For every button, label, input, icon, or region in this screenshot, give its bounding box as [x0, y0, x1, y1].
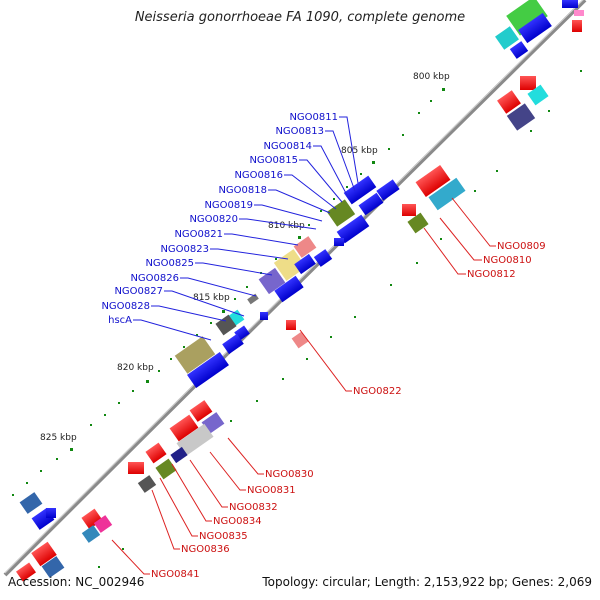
gene-block[interactable] [415, 165, 451, 197]
gene-track-forward [19, 0, 578, 530]
gene-block[interactable] [520, 76, 536, 90]
gene-block[interactable] [527, 84, 549, 106]
gene-label[interactable]: NGO0823 [160, 244, 209, 255]
gene-label[interactable]: NGO0827 [114, 286, 163, 297]
gene-label[interactable]: NGO0821 [174, 229, 223, 240]
gene-block[interactable] [155, 458, 177, 480]
gene-block[interactable] [286, 320, 296, 330]
map-title: Neisseria gonorrhoeae FA 1090, complete … [134, 10, 466, 25]
gene-block[interactable] [274, 275, 304, 303]
gene-label[interactable]: NGO0831 [247, 485, 296, 496]
gene-block[interactable] [506, 0, 548, 36]
gene-label[interactable]: NGO0836 [181, 544, 230, 555]
gene-label[interactable]: NGO0810 [483, 255, 532, 266]
gene-block[interactable] [313, 249, 333, 267]
gene-block[interactable] [46, 508, 56, 518]
gene-block[interactable] [215, 314, 237, 336]
gene-block[interactable] [170, 446, 188, 464]
gene-block[interactable] [187, 351, 229, 389]
gene-block[interactable] [428, 177, 466, 211]
gene-block[interactable] [81, 508, 103, 530]
gene-block[interactable] [293, 236, 317, 258]
gene-block[interactable] [402, 204, 416, 216]
gene-block[interactable] [128, 462, 144, 474]
gene-block[interactable] [495, 26, 519, 50]
gene-block[interactable] [174, 336, 216, 374]
tick-label-825: 825 kbp [40, 433, 77, 443]
gene-label[interactable]: NGO0830 [265, 469, 314, 480]
gene-block[interactable] [258, 267, 286, 295]
gene-label[interactable]: NGO0815 [249, 155, 298, 166]
tick-labels: 800 kbp 805 kbp 810 kbp 815 kbp 820 kbp … [40, 72, 450, 443]
gene-label[interactable]: NGO0828 [101, 301, 150, 312]
gene-label[interactable]: NGO0820 [189, 214, 238, 225]
tick-label-805: 805 kbp [341, 146, 378, 156]
gene-block[interactable] [336, 214, 370, 244]
gene-label[interactable]: NGO0812 [467, 269, 516, 280]
gene-block[interactable] [16, 562, 36, 582]
gene-block[interactable] [19, 492, 43, 514]
gene-block[interactable] [376, 179, 400, 201]
gene-block[interactable] [137, 475, 157, 493]
gene-label[interactable]: NGO0822 [353, 386, 402, 397]
gene-label[interactable]: NGO0825 [145, 258, 194, 269]
gene-track-reverse [16, 10, 584, 582]
gene-block[interactable] [572, 20, 582, 32]
callout-lines-right [111, 197, 496, 575]
gene-block[interactable] [518, 12, 552, 44]
gene-block[interactable] [273, 249, 307, 281]
gene-block[interactable] [222, 333, 244, 355]
gene-block[interactable] [294, 253, 316, 275]
gene-block[interactable] [497, 90, 521, 114]
gene-block[interactable] [81, 525, 101, 543]
gene-block[interactable] [343, 175, 377, 205]
gene-label[interactable]: NGO0834 [213, 516, 262, 527]
accession-text: Accession: NC_002946 [8, 575, 145, 589]
gene-label[interactable]: NGO0809 [497, 241, 546, 252]
gene-block[interactable] [334, 238, 344, 246]
gene-block[interactable] [407, 212, 429, 234]
tick-label-815: 815 kbp [193, 293, 230, 303]
gene-block[interactable] [562, 0, 578, 8]
gene-block[interactable] [31, 541, 57, 567]
gene-block[interactable] [176, 423, 214, 457]
gene-label[interactable]: NGO0841 [151, 569, 200, 580]
gene-label[interactable]: hscA [108, 315, 132, 326]
gene-label[interactable]: NGO0818 [218, 185, 267, 196]
gene-block[interactable] [189, 400, 213, 422]
gene-label[interactable]: NGO0816 [234, 170, 283, 181]
gene-block[interactable] [574, 10, 584, 16]
gene-block[interactable] [506, 103, 536, 131]
gene-block[interactable] [509, 41, 529, 59]
genome-stats-text: Topology: circular; Length: 2,153,922 bp… [262, 575, 592, 589]
gene-label[interactable]: NGO0819 [204, 200, 253, 211]
gene-labels-left: NGO0811 NGO0813 NGO0814 NGO0815 NGO0816 … [101, 112, 338, 326]
gene-label[interactable]: NGO0813 [275, 126, 324, 137]
gene-block[interactable] [41, 556, 65, 578]
tick-label-820: 820 kbp [117, 363, 154, 373]
gene-label[interactable]: NGO0826 [130, 273, 179, 284]
gene-block[interactable] [169, 414, 199, 442]
gene-labels-right: NGO0809 NGO0810 NGO0812 NGO0822 NGO0830 … [151, 241, 546, 580]
gene-block[interactable] [358, 192, 384, 216]
gene-block[interactable] [291, 331, 309, 349]
gene-label[interactable]: NGO0835 [199, 531, 248, 542]
gene-block[interactable] [145, 442, 167, 464]
tick-label-810: 810 kbp [268, 221, 305, 231]
gene-label[interactable]: NGO0811 [289, 112, 338, 123]
gene-block[interactable] [260, 312, 268, 320]
gene-block[interactable] [93, 515, 113, 533]
gene-label[interactable]: NGO0814 [263, 141, 312, 152]
tick-label-800: 800 kbp [413, 72, 450, 82]
gene-block[interactable] [326, 199, 356, 227]
gene-label[interactable]: NGO0832 [229, 502, 278, 513]
callout-lines-left [133, 116, 359, 341]
genome-backbone [3, 0, 587, 577]
genome-backbone-highlight [4, 0, 584, 574]
